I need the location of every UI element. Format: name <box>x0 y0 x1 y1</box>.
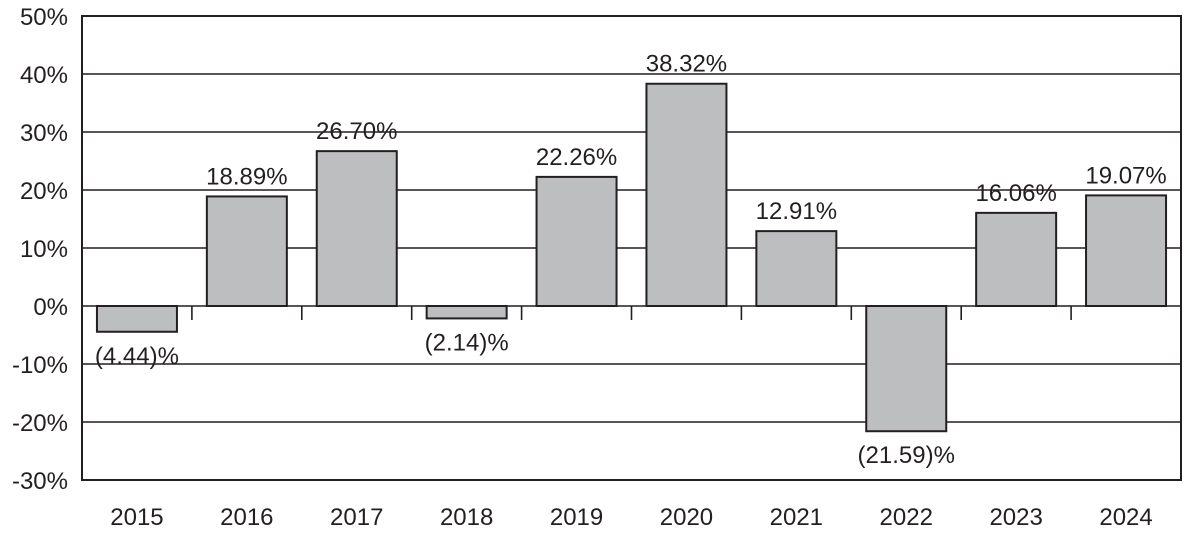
data-label: 19.07% <box>1085 162 1166 189</box>
y-tick-label: 30% <box>20 120 68 147</box>
data-label: (21.59)% <box>858 442 955 469</box>
x-tick-label: 2018 <box>440 504 493 531</box>
bar-2017 <box>315 150 398 307</box>
bar-2018 <box>425 305 508 320</box>
data-label: 12.91% <box>756 198 837 225</box>
bar-2022 <box>865 305 948 433</box>
x-tick-label: 2015 <box>110 504 163 531</box>
bar-2015 <box>95 305 178 333</box>
data-label: 38.32% <box>646 51 727 78</box>
y-tick-label: 50% <box>20 4 68 31</box>
bar-2021 <box>755 230 838 307</box>
data-label: 16.06% <box>975 180 1056 207</box>
x-tick-label: 2022 <box>880 504 933 531</box>
y-tick-label: 20% <box>20 178 68 205</box>
x-tick-label: 2023 <box>989 504 1042 531</box>
y-tick-label: 0% <box>33 294 68 321</box>
data-label: 22.26% <box>536 144 617 171</box>
data-label: (2.14)% <box>425 329 509 356</box>
y-tick-label: -10% <box>12 352 68 379</box>
y-tick-label: 40% <box>20 62 68 89</box>
y-tick-label: 10% <box>20 236 68 263</box>
x-tick-label: 2017 <box>330 504 383 531</box>
x-tick-label: 2016 <box>220 504 273 531</box>
x-tick-label: 2024 <box>1099 504 1152 531</box>
bar-2024 <box>1085 194 1168 307</box>
bar-2020 <box>645 82 728 307</box>
data-label: (4.44)% <box>95 343 179 370</box>
x-tick-label: 2021 <box>770 504 823 531</box>
bar-2023 <box>975 211 1058 308</box>
y-tick-label: -20% <box>12 410 68 437</box>
bar-2019 <box>535 175 618 307</box>
data-label: 26.70% <box>316 118 397 145</box>
data-label: 18.89% <box>206 163 287 190</box>
x-tick-label: 2020 <box>660 504 713 531</box>
x-tick-label: 2019 <box>550 504 603 531</box>
plot-frame <box>81 15 1182 481</box>
y-tick-label: -30% <box>12 468 68 495</box>
bar-2016 <box>205 195 288 307</box>
